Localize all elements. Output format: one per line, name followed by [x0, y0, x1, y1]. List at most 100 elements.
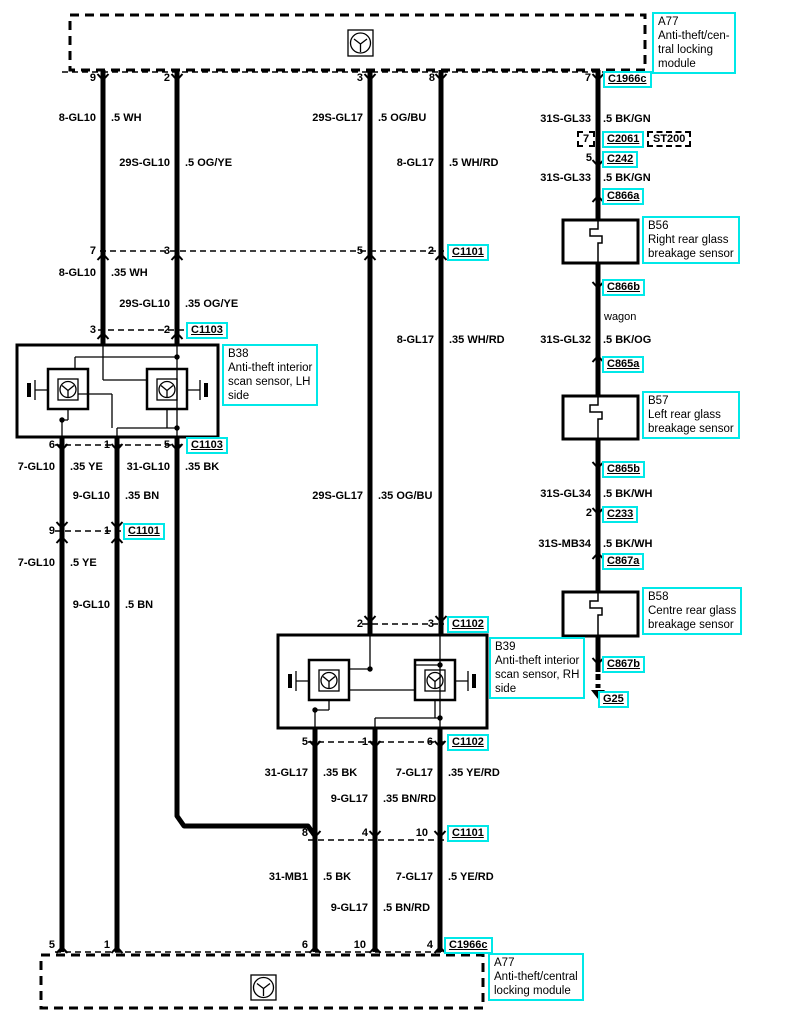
connector-c865a[interactable]: C865a — [602, 356, 645, 373]
connector-c1103-a[interactable]: C1103 — [186, 322, 228, 339]
pin-number: 1 — [103, 939, 110, 951]
module-icon-bottom — [250, 974, 277, 1001]
wire-spec: .5 BN — [125, 599, 154, 611]
wire-circuit: 9-GL10 — [72, 599, 110, 611]
module-code: B57 — [648, 395, 669, 407]
module-code: B39 — [495, 641, 516, 653]
pin-number: 10 — [353, 939, 366, 951]
wire-spec: .5 BK/WH — [603, 488, 653, 500]
pin-number: 1 — [361, 736, 368, 748]
wire-circuit: 7-GL17 — [395, 871, 433, 883]
wire-spec: .35 OG/BU — [378, 490, 433, 502]
module-label-b57: B57 Left rear glass breakage sensor — [642, 391, 740, 439]
connector-c1103-b[interactable]: C1103 — [186, 437, 228, 454]
pin-number: 2 — [585, 507, 592, 519]
wire-spec: .5 BK/GN — [603, 113, 651, 125]
wire-spec: .5 OG/BU — [378, 112, 427, 124]
pin-number: 5 — [48, 939, 55, 951]
pin-number: 2 — [356, 618, 363, 630]
pin-number: 5 — [163, 439, 170, 451]
pin-number: 3 — [427, 618, 434, 630]
wire-circuit: 7-GL17 — [395, 767, 433, 779]
wire-circuit: 29S-GL10 — [119, 157, 170, 169]
wire-circuit: 8-GL10 — [58, 267, 96, 279]
wire-circuit: 29S-GL10 — [119, 298, 170, 310]
pin-number: 3 — [163, 245, 170, 257]
connector-c233[interactable]: C233 — [602, 506, 639, 523]
wire-spec: .5 YE/RD — [448, 871, 494, 883]
wire-circuit: 8-GL10 — [58, 112, 96, 124]
wire-circuit: 31S-MB34 — [538, 538, 591, 550]
connector-c866b[interactable]: C866b — [602, 279, 646, 296]
connector-c865b[interactable]: C865b — [602, 461, 646, 478]
module-icon-top — [347, 29, 374, 57]
wire-spec: .35 BK — [323, 767, 358, 779]
connector-c1101-a[interactable]: C1101 — [447, 244, 489, 261]
connector-rows — [55, 71, 648, 953]
connector-c1966c-bottom[interactable]: C1966c — [444, 937, 493, 954]
pin-number: 5 — [356, 245, 363, 257]
crank-symbols — [589, 221, 603, 636]
pin-number-boxed: 7 — [577, 131, 596, 147]
wire-circuit: 31S-GL33 — [540, 113, 591, 125]
connector-c2061[interactable]: C2061 — [602, 131, 645, 148]
wire-spec: .5 OG/YE — [185, 157, 233, 169]
pin-number: 4 — [426, 939, 433, 951]
connector-c1101-c[interactable]: C1101 — [447, 825, 489, 842]
wire-circuit: 9-GL17 — [330, 902, 368, 914]
wire-circuit: 29S-GL17 — [312, 490, 363, 502]
connector-c242[interactable]: C242 — [602, 151, 639, 168]
thick-wires — [59, 70, 601, 952]
wagon-note: wagon — [604, 311, 637, 323]
connector-c1102-a[interactable]: C1102 — [447, 616, 489, 633]
wire-spec: .5 WH/RD — [449, 157, 499, 169]
connector-c867a[interactable]: C867a — [602, 553, 645, 570]
wire-circuit: 9-GL17 — [330, 793, 368, 805]
module-label-b39: B39 Anti-theft interior scan sensor, RH … — [489, 637, 586, 699]
pin-number: 4 — [361, 827, 368, 839]
wire-circuit: 31S-GL34 — [540, 488, 591, 500]
module-label-b38: B38 Anti-theft interior scan sensor, LH … — [222, 344, 319, 406]
module-label-b58: B58 Centre rear glass breakage sensor — [642, 587, 743, 635]
connector-g25[interactable]: G25 — [598, 691, 629, 708]
pin-number: 7 — [89, 245, 96, 257]
wire-circuit: 31S-GL32 — [540, 334, 591, 346]
module-label-a77-top: A77 Anti-theft/cen- tral locking module — [652, 12, 736, 74]
pin-number: 9 — [89, 72, 96, 84]
pin-number: 6 — [48, 439, 55, 451]
wire-arrows — [55, 73, 605, 954]
pin-number: 10 — [415, 827, 428, 839]
pin-number: 2 — [163, 72, 170, 84]
wire-circuit: 31-GL10 — [126, 461, 170, 473]
wire-spec: .35 YE/RD — [448, 767, 500, 779]
connector-c1101-b[interactable]: C1101 — [123, 523, 165, 540]
wire-circuit: 31-GL17 — [264, 767, 308, 779]
pin-number: 1 — [103, 525, 110, 537]
wire-circuit: 31S-GL33 — [540, 172, 591, 184]
splice-st200: ST200 — [647, 131, 692, 147]
connector-c866a[interactable]: C866a — [602, 188, 645, 205]
connector-c1966c-top[interactable]: C1966c — [603, 71, 652, 88]
pin-number: 7 — [584, 72, 591, 84]
pin-number: 8 — [301, 827, 308, 839]
wire-spec: .5 BK/OG — [603, 334, 652, 346]
elbow-wire — [174, 437, 318, 838]
wire-spec: .5 BN/RD — [383, 902, 431, 914]
module-label-b56: B56 Right rear glass breakage sensor — [642, 216, 740, 264]
wire-spec: .35 BN/RD — [383, 793, 437, 805]
wire-spec: .35 WH — [111, 267, 148, 279]
pin-number: 6 — [426, 736, 433, 748]
pin-number: 5 — [301, 736, 308, 748]
module-code: B58 — [648, 591, 669, 603]
module-code: B56 — [648, 220, 669, 232]
sensor-b39-internals — [288, 636, 476, 728]
connector-c1102-b[interactable]: C1102 — [447, 734, 489, 751]
connector-c867b[interactable]: C867b — [602, 656, 646, 673]
wire-spec: .5 BK/WH — [603, 538, 653, 550]
module-box-a77-bottom — [39, 953, 485, 1010]
wire-spec: .5 BK/GN — [603, 172, 651, 184]
module-code: A77 — [658, 16, 679, 28]
pin-number: 8 — [428, 72, 435, 84]
